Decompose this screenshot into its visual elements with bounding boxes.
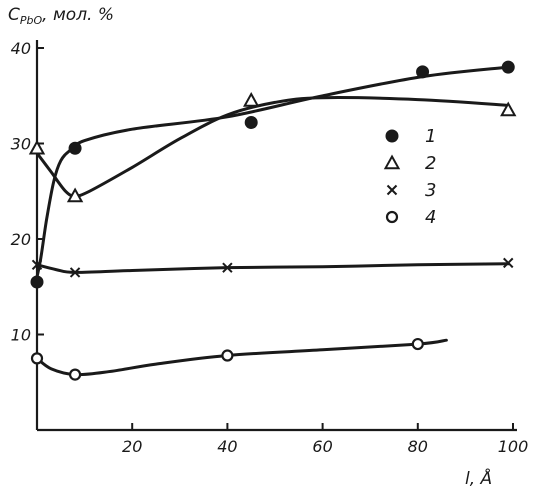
legend-marker-1 [385,129,399,143]
series-2-line [35,96,510,198]
y-tick-label: 40 [11,39,31,58]
series-3-point [503,257,514,269]
x-tick-label: 20 [122,437,142,456]
cross-stroke [31,259,43,270]
cross-stroke [386,184,398,196]
x-tick-label: 100 [498,437,529,456]
series-4-line [35,338,448,377]
markers [28,60,517,381]
series-1-point [501,60,515,74]
series-2-point [28,139,46,155]
legend-marker-4 [385,210,399,224]
legend-label-2: 2 [425,153,436,174]
y-tick-label: 30 [11,135,31,154]
series-1-line [35,65,510,279]
legend-marker-2 [383,154,401,170]
y-tick-label: 10 [11,326,31,345]
axes [35,40,517,432]
y-axis-title: CPbO, мол. % [8,5,114,27]
series-4-point [411,337,424,351]
y-axis-title-unit: , мол. % [42,5,114,25]
legend-label-1: 1 [425,126,436,147]
series-3-point [222,262,233,273]
cross-stroke [69,267,81,278]
legend-marker-3 [386,184,398,196]
legend: 1 2 3 4 [383,126,436,228]
series-3-line [35,262,510,274]
x-axis-title: l, Å [465,467,492,489]
legend-label-4: 4 [425,207,436,228]
x-tick-label: 40 [217,437,237,456]
series-3-point [31,259,43,270]
y-tick-label: 20 [11,230,31,249]
y-axis-title-symbol: C [8,5,20,25]
series-2-point [243,91,260,107]
cross-stroke [503,257,514,269]
series-1-point [244,115,258,129]
series-3-point [69,267,81,278]
series-4-point [30,352,44,365]
curves [35,65,510,377]
y-axis-title-subscript: PbO [20,14,43,27]
cross-stroke [222,262,233,273]
ticks: 20 40 60 80 100 10 20 30 40 [11,39,529,456]
series-4-point [68,368,82,381]
series-2-point [500,101,517,117]
x-tick-label: 80 [408,437,428,456]
series-2-point [66,187,84,203]
legend-label-3: 3 [425,180,436,201]
series-1-point [30,275,44,289]
series-4-point [221,349,234,362]
series-1-point [416,65,430,79]
series-1-point [68,141,82,155]
x-tick-label: 60 [312,437,332,456]
